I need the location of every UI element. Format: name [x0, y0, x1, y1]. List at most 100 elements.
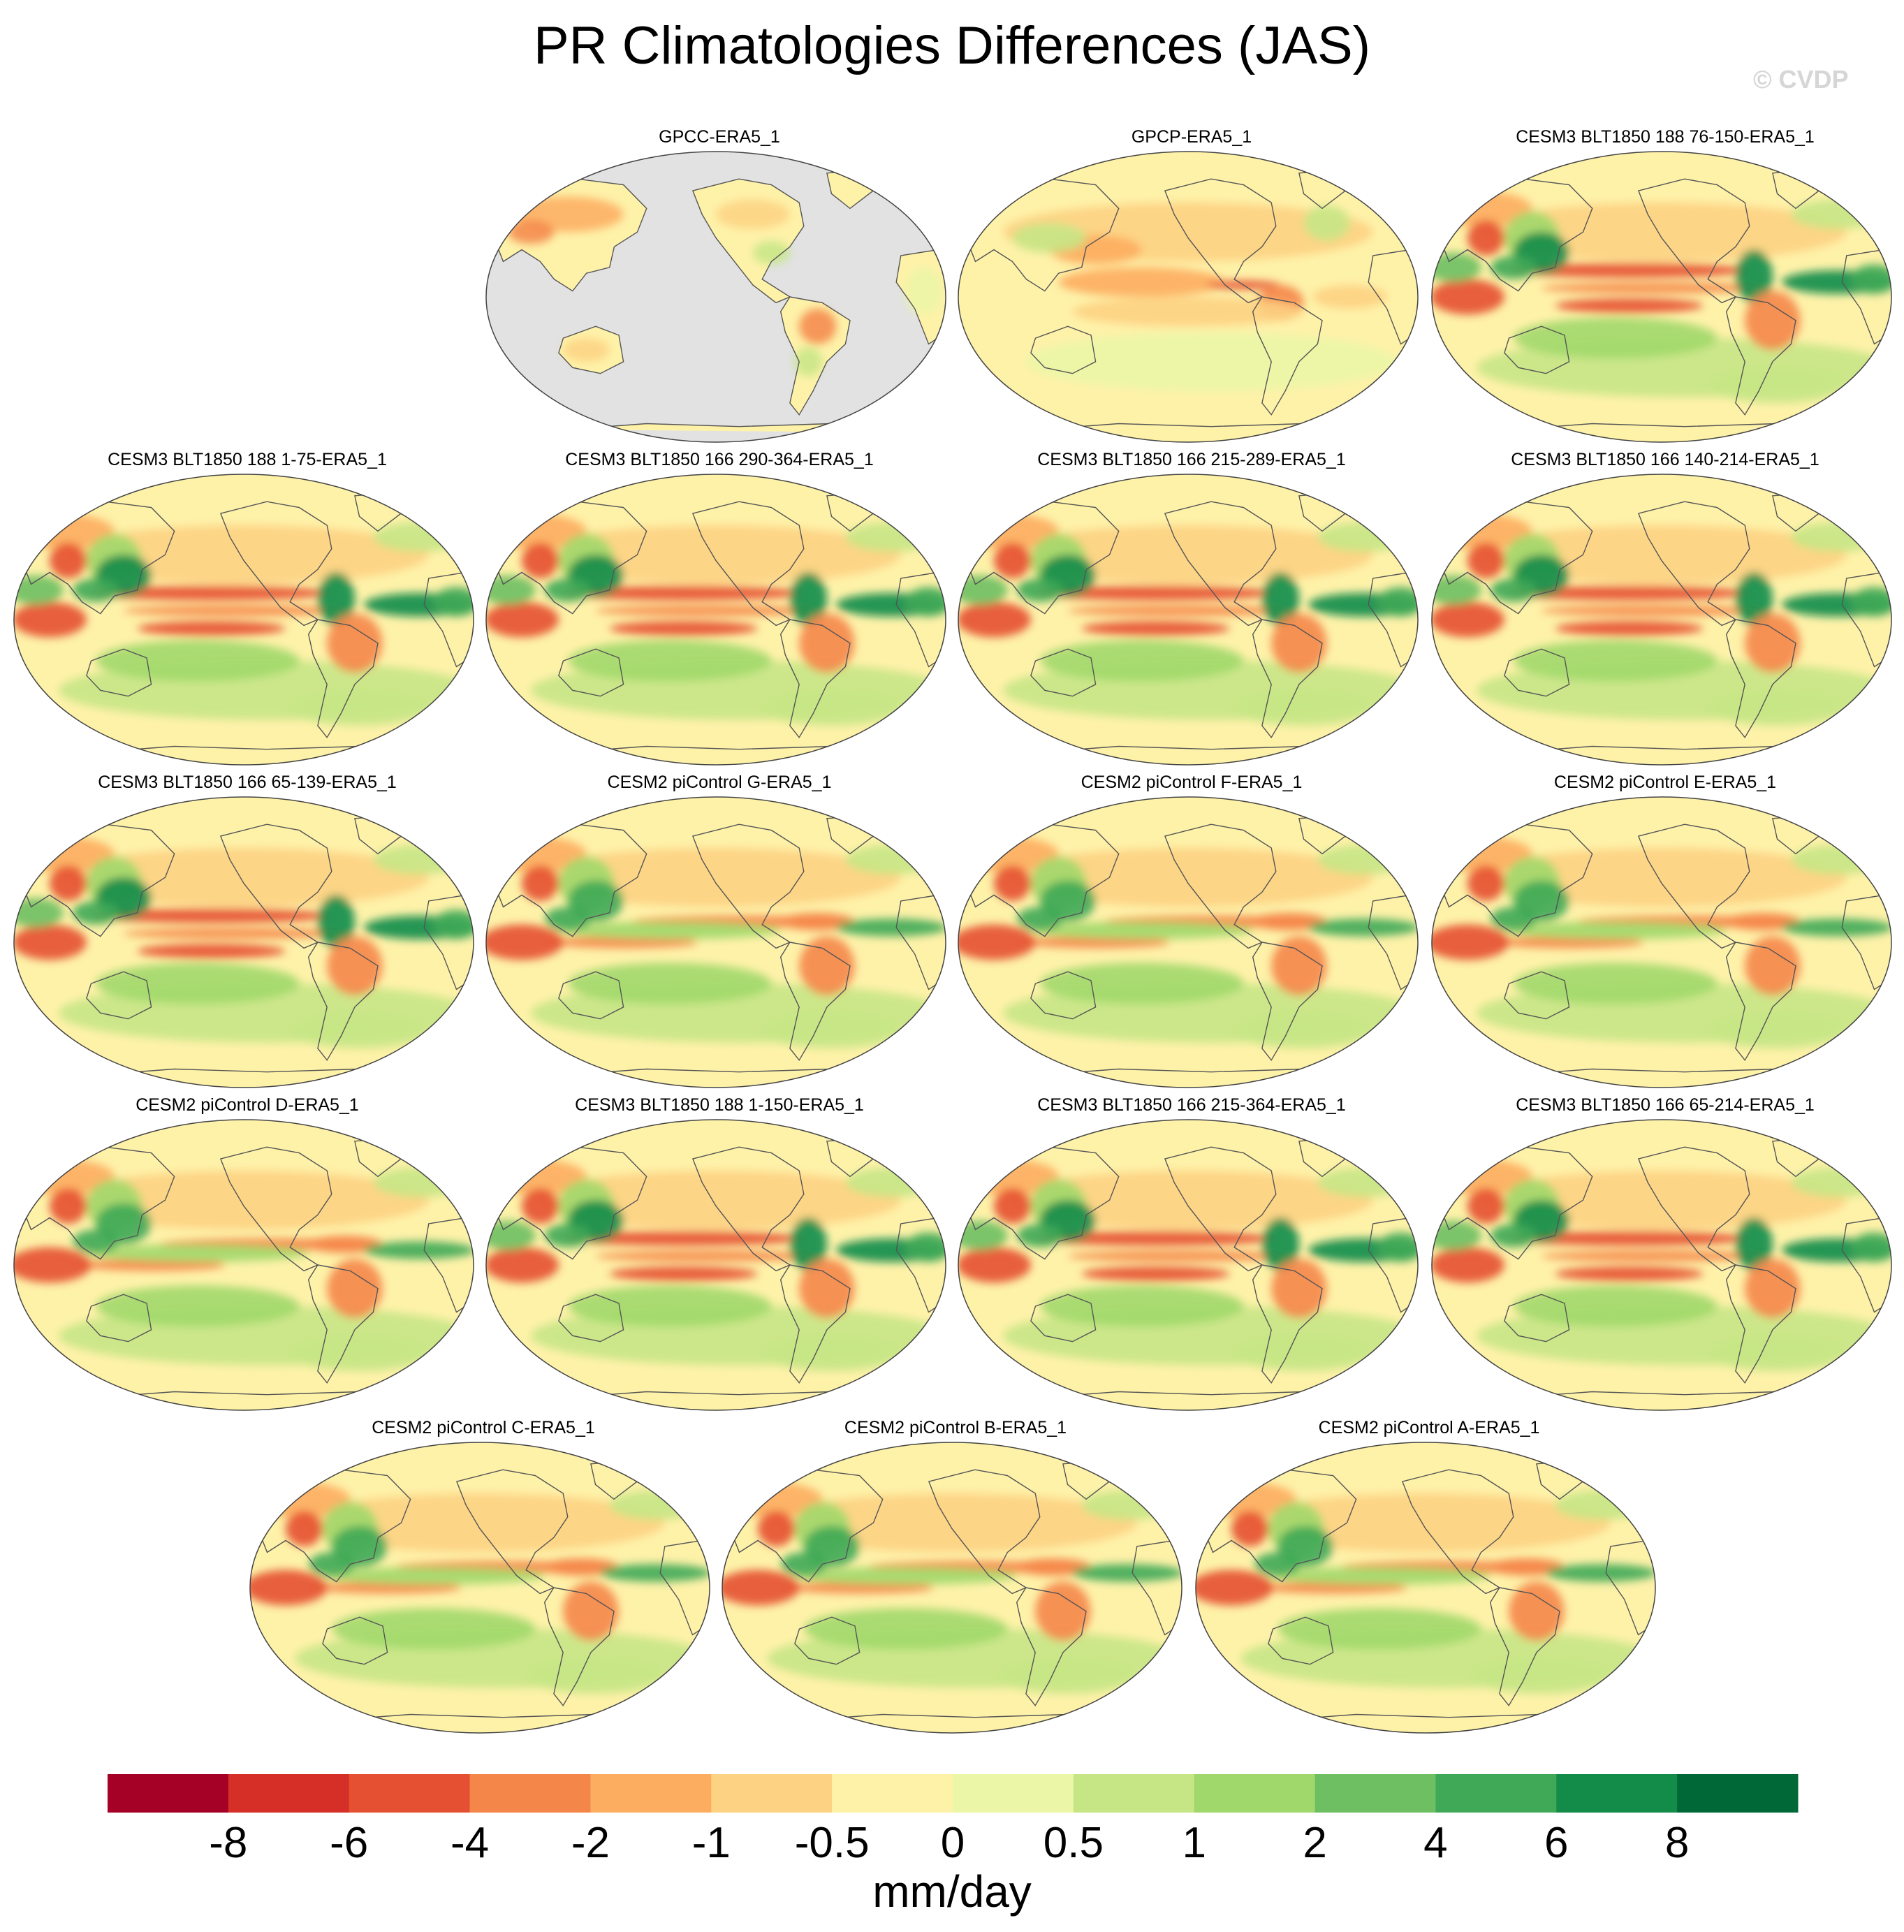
precip-anomaly — [1541, 282, 1764, 293]
precip-anomaly — [905, 1232, 946, 1262]
precip-anomaly — [1851, 1232, 1891, 1262]
panel-title: CESM3 BLT1850 166 290-364-ERA5_1 — [565, 450, 874, 469]
precip-anomaly — [1432, 924, 1509, 960]
coastline-australia — [558, 1294, 624, 1342]
coastline-asia — [257, 1469, 411, 1583]
precip-anomaly — [123, 605, 346, 616]
precip-anomaly — [545, 1223, 592, 1247]
colorbar-tick-label: -2 — [571, 1819, 610, 1867]
precip-anomaly — [486, 924, 564, 960]
precip-anomaly — [433, 587, 474, 617]
colorbar-tick-label: -0.5 — [794, 1819, 870, 1867]
coastline-samerica — [1252, 942, 1323, 1062]
robinson-map — [1431, 474, 1892, 766]
precip-anomaly — [14, 601, 87, 638]
precip-anomaly — [836, 919, 946, 937]
precip-anomaly — [508, 220, 555, 244]
precip-anomaly — [1491, 907, 1537, 931]
colorbar-units: mm/day — [872, 1866, 1032, 1917]
precip-anomaly — [1021, 936, 1170, 949]
precip-anomaly — [521, 543, 559, 578]
precip-anomaly — [722, 1569, 800, 1606]
precip-anomaly — [96, 640, 300, 682]
panel-title: CESM3 BLT1850 166 65-214-ERA5_1 — [1516, 1095, 1815, 1115]
coastline-australia — [794, 1616, 861, 1665]
precip-anomaly — [322, 1567, 545, 1585]
map-panel: CESM2 piControl A-ERA5_1 — [1192, 1417, 1667, 1739]
precip-anomaly — [1277, 1608, 1481, 1650]
precip-anomaly — [309, 1552, 356, 1576]
precip-anomaly — [1477, 1170, 1847, 1230]
map-border — [13, 1119, 474, 1411]
precip-anomaly — [799, 1259, 855, 1318]
map-panel: CESM2 piControl G-ERA5_1 — [482, 771, 957, 1094]
coastline-australia — [1504, 325, 1570, 374]
precip-anomaly — [789, 572, 827, 626]
precip-anomaly — [1735, 572, 1773, 626]
colorbar-tick-label: -8 — [209, 1819, 248, 1867]
panel-title: CESM2 piControl F-ERA5_1 — [1081, 773, 1303, 792]
precip-anomaly — [1555, 298, 1704, 314]
robinson-map — [722, 1442, 1182, 1734]
robinson-map — [958, 474, 1419, 766]
coastline-australia — [86, 971, 152, 1020]
precip-anomaly — [1040, 640, 1244, 682]
precip-anomaly — [327, 613, 383, 673]
precip-anomaly — [123, 928, 346, 939]
precip-anomaly — [59, 525, 429, 585]
precip-anomaly — [781, 1552, 828, 1576]
colorbar-tick-label: 0 — [940, 1819, 965, 1867]
precip-anomaly — [521, 865, 559, 901]
precip-anomaly — [1851, 587, 1891, 617]
precip-anomaly — [1708, 1013, 1847, 1048]
precip-anomaly — [1003, 525, 1373, 585]
precip-anomaly — [73, 900, 119, 925]
coastline-australia — [1504, 1294, 1570, 1342]
panel-title: CESM3 BLT1850 188 1-75-ERA5_1 — [108, 450, 387, 469]
precip-anomaly — [1234, 690, 1373, 726]
precip-anomaly — [1514, 640, 1718, 682]
precip-anomaly — [789, 1217, 827, 1271]
precip-anomaly — [1017, 1223, 1064, 1247]
precip-anomaly — [49, 1188, 87, 1224]
precip-anomaly — [1467, 1188, 1504, 1224]
precip-anomaly — [1477, 202, 1847, 262]
robinson-map — [1431, 151, 1892, 443]
precip-anomaly — [1514, 1285, 1718, 1327]
map-panel: CESM3 BLT1850 188 1-150-ERA5_1 — [482, 1094, 957, 1417]
precip-anomaly — [958, 1247, 1031, 1283]
coastline-samerica — [779, 296, 851, 416]
precip-anomaly — [433, 909, 474, 939]
robinson-map — [1195, 1442, 1656, 1734]
map-panel: CESM3 BLT1850 166 140-214-ERA5_1 — [1428, 448, 1903, 771]
robinson-map — [13, 1119, 474, 1411]
precip-anomaly — [1035, 1581, 1091, 1641]
figure-title: PR Climatologies Differences (JAS) — [533, 16, 1371, 75]
coastline-namerica — [1164, 178, 1277, 304]
coastline-namerica — [219, 824, 332, 949]
coastline-australia — [558, 648, 624, 697]
precip-anomaly — [1377, 587, 1418, 617]
coastline-namerica — [219, 501, 332, 627]
precip-anomaly — [804, 1608, 1008, 1650]
precip-anomaly — [1196, 1569, 1273, 1606]
map-border — [13, 474, 474, 766]
coastline-asia — [1439, 178, 1593, 292]
precip-anomaly — [799, 936, 855, 995]
precip-anomaly — [308, 1235, 383, 1254]
colorbar-tick-label: 1 — [1182, 1819, 1206, 1867]
precip-anomaly — [1303, 205, 1350, 241]
coastline-asia — [1439, 824, 1593, 937]
panel-title: CESM2 piControl D-ERA5_1 — [136, 1095, 359, 1115]
precip-anomaly — [59, 847, 429, 907]
coastline-australia — [1030, 648, 1097, 697]
precip-anomaly — [563, 1581, 619, 1641]
precip-anomaly — [317, 895, 355, 949]
colorbar-bin — [1315, 1774, 1436, 1813]
precip-anomaly — [1477, 525, 1847, 585]
precip-anomaly — [1782, 919, 1891, 937]
robinson-map — [958, 151, 1419, 443]
colorbar-bin — [349, 1774, 471, 1813]
precip-anomaly — [568, 963, 772, 1004]
precip-anomaly — [49, 543, 87, 578]
